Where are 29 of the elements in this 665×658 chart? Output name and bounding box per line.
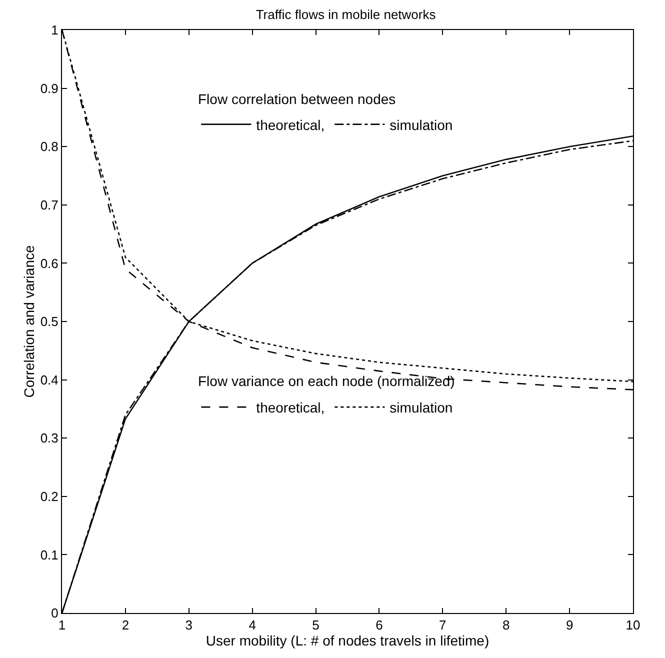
- x-tick-label: 5: [312, 618, 320, 633]
- x-tick-label: 9: [566, 618, 574, 633]
- x-tick-label: 3: [185, 618, 193, 633]
- y-tick-label: 0.3: [40, 430, 58, 446]
- legend-label: simulation: [390, 400, 453, 416]
- x-tick-label: 8: [502, 618, 510, 633]
- y-tick-label: 1: [51, 22, 58, 38]
- x-tick-label: 6: [376, 618, 383, 633]
- legend-label: theoretical,: [256, 116, 325, 133]
- y-tick-label: 0.1: [40, 547, 58, 562]
- y-tick-label: 0.6: [40, 256, 58, 271]
- y-axis-title: Correlation and variance: [20, 245, 37, 398]
- x-tick-label: 10: [626, 618, 640, 633]
- y-tick-label: 0.4: [40, 372, 58, 388]
- legend-label: theoretical,: [256, 400, 325, 416]
- annotation: Flow correlation between nodes: [198, 91, 396, 107]
- x-tick-label: 2: [122, 618, 130, 633]
- x-axis-title: User mobility (L: # of nodes travels in lifetime): [206, 632, 490, 649]
- y-tick-label: 0.8: [40, 139, 58, 154]
- y-tick-label: 0: [51, 606, 58, 621]
- y-tick-label: 0.5: [40, 314, 58, 330]
- annotation: Flow variance on each node (normalized): [198, 373, 455, 389]
- x-tick-label: 4: [248, 618, 256, 633]
- y-tick-label: 0.2: [40, 488, 58, 504]
- x-tick-label: 7: [439, 618, 446, 633]
- y-tick-label: 0.7: [40, 197, 58, 212]
- y-tick-label: 0.9: [40, 80, 58, 96]
- legend-label: simulation: [390, 116, 453, 133]
- chart-title: Traffic flows in mobile networks: [256, 6, 436, 22]
